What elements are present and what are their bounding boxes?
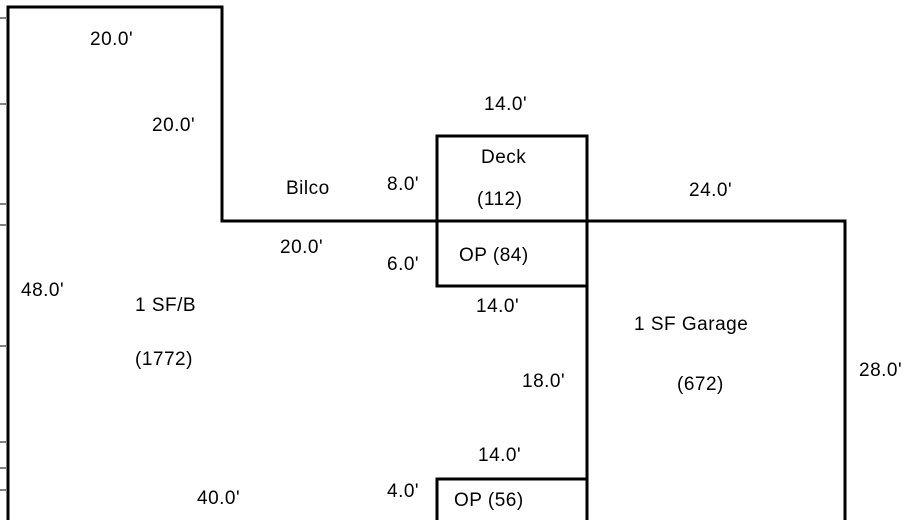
porch-upper-outline (435, 219, 589, 288)
porch-lower-outline (435, 477, 587, 520)
bilco-label: Bilco (286, 178, 330, 199)
garage-area-label: (672) (677, 374, 724, 395)
dim-house-step-horizontal: 20.0' (280, 237, 324, 258)
dim-house-right-lower: 18.0' (522, 371, 566, 392)
porch-lower-label: OP (56) (454, 490, 524, 511)
deck-area-label: (112) (477, 189, 523, 210)
dim-house-top: 20.0' (90, 29, 134, 50)
house-name-label: 1 SF/B (135, 295, 197, 316)
dim-porch-upper-bottom: 14.0' (476, 296, 520, 317)
dim-garage-right: 28.0' (859, 360, 903, 381)
dim-deck-top: 14.0' (484, 94, 528, 115)
dim-house-bottom: 40.0' (197, 488, 241, 509)
garage-name-label: 1 SF Garage (634, 314, 749, 335)
dim-house-left: 48.0' (21, 280, 65, 301)
dim-house-step-vertical: 20.0' (152, 115, 196, 136)
garage-outline (587, 219, 847, 520)
dim-porch-lower-left: 4.0' (387, 481, 420, 502)
dim-porch-upper-left: 6.0' (387, 254, 420, 275)
deck-name-label: Deck (481, 147, 527, 168)
left-edge-ticks (0, 17, 6, 491)
dim-garage-top: 24.0' (689, 180, 733, 201)
porch-upper-label: OP (84) (459, 245, 529, 266)
dim-porch-lower-top: 14.0' (478, 445, 522, 466)
dim-deck-left: 8.0' (387, 174, 420, 195)
house-area-label: (1772) (135, 349, 193, 370)
